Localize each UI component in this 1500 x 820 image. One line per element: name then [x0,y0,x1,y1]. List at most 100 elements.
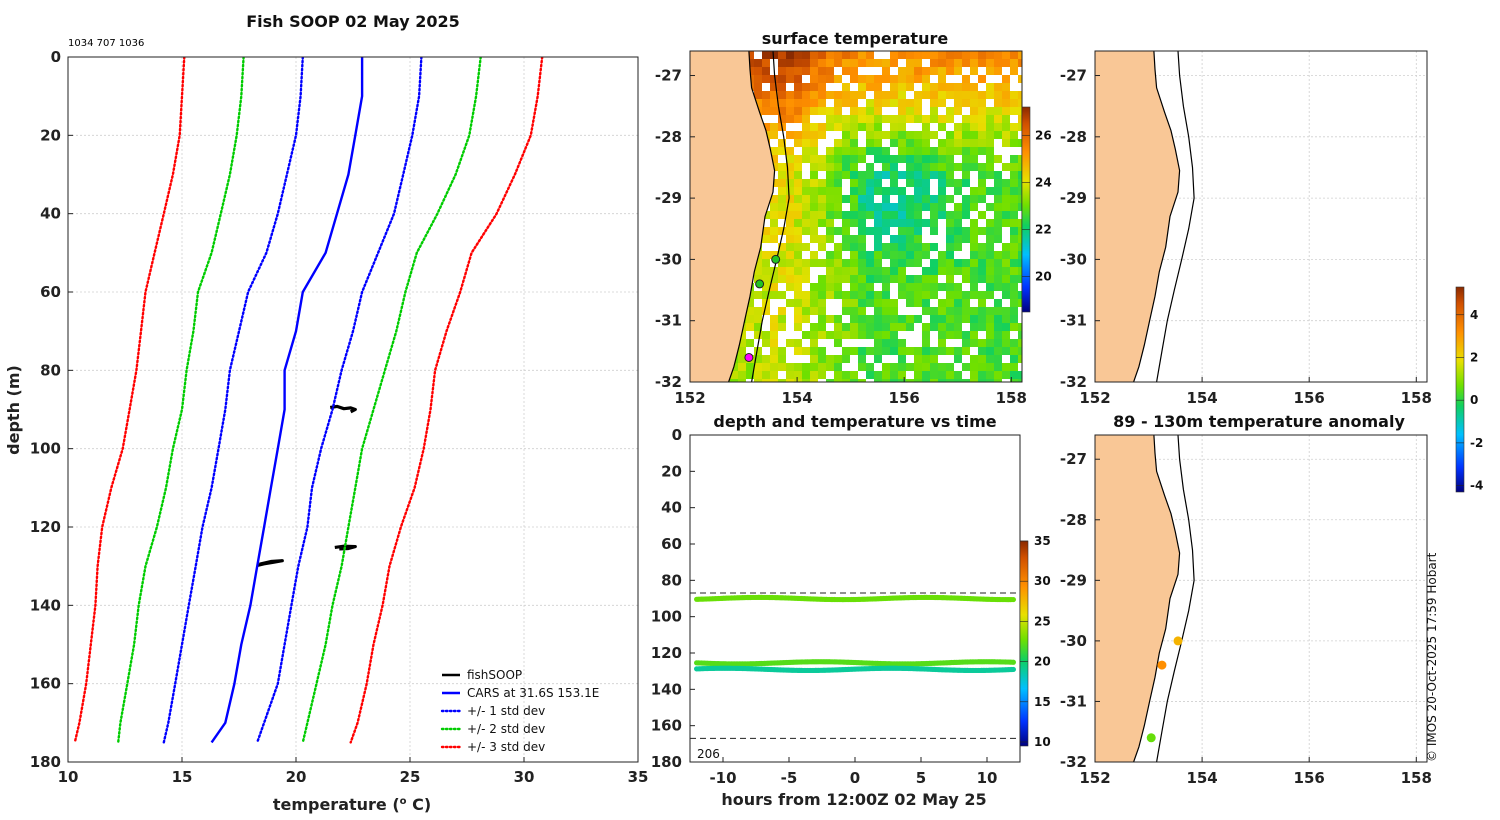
sst-cell [962,251,970,259]
sst-cell [898,243,906,251]
sst-cell [962,115,970,123]
sst-cell [802,179,810,187]
sst-cell [882,307,890,315]
sst-cell [826,139,834,147]
sst-cell [842,243,850,251]
sst-cell [850,355,858,363]
sst-cell [930,267,938,275]
sst-cell [890,139,898,147]
sst-cell [986,163,994,171]
sst-cell [834,91,842,99]
depth-time-colorbar-tick-label: 35 [1034,534,1051,548]
sst-cell [874,299,882,307]
sst-ytick-label: -32 [655,373,682,391]
sst-cell [874,235,882,243]
sst-cell [1010,243,1018,251]
sst-cell [1002,259,1010,267]
sst-cell [826,227,834,235]
sst-cell [1002,179,1010,187]
cars-line [210,57,364,744]
sst-cell [858,323,866,331]
sst-cell [778,211,786,219]
sst-cell [882,75,890,83]
sst-cell [794,51,802,59]
sst-cell [786,291,794,299]
sst-cell [770,363,778,371]
sst-cell [986,83,994,91]
sst-cell [906,331,914,339]
sst-cell [954,267,962,275]
sst-cell [874,163,882,171]
sst-cell [970,203,978,211]
sst-cell [866,139,874,147]
sst-cell [986,107,994,115]
sst-cell [906,235,914,243]
sst-cell [914,379,922,382]
sst-cell [986,51,994,59]
sst-cell [786,243,794,251]
sst-cell [1002,251,1010,259]
sst-cell [802,243,810,251]
sst-cell [1018,291,1022,299]
sst-cell [986,315,994,323]
sst-cell [858,347,866,355]
sst-cell [794,315,802,323]
sst-cell [874,187,882,195]
sst-cell [874,115,882,123]
sst-cell [754,347,762,355]
sst-cell [794,307,802,315]
sst-cell [994,259,1002,267]
sst-cell [770,275,778,283]
depth-time-xlabel: hours from 12:00Z 02 May 25 [721,790,986,809]
sst-cell [858,75,866,83]
profile-annotation: 1034 707 1036 [68,38,144,49]
sst-cell [954,243,962,251]
sst-cell [842,355,850,363]
sst-cell [842,251,850,259]
sst-cell [826,131,834,139]
sst-cell [834,131,842,139]
sst-cell [786,275,794,283]
depth-time-ytick-label: 140 [651,680,682,698]
sst-cell [826,51,834,59]
sst-cell [898,259,906,267]
sst-cell [978,91,986,99]
sst-cell [986,195,994,203]
anomaly-field [1095,435,1195,762]
sst-cell [770,195,778,203]
sst-cell [1018,91,1022,99]
anomaly-isobath [1156,435,1195,762]
sst-cell [914,363,922,371]
sst-cell [922,123,930,131]
sst-cell [882,227,890,235]
sst-cell [818,371,826,379]
sst-colorbar-tick-label: 26 [1035,128,1052,142]
sst-cell [922,91,930,99]
sst-cell [954,75,962,83]
sst-cell [954,251,962,259]
sst-cell [938,243,946,251]
sst-cell [810,83,818,91]
sst-coastline [728,51,776,382]
sst-cell [818,59,826,67]
sst-cell [946,235,954,243]
sst-cell [1010,115,1018,123]
depth-time-title: depth and temperature vs time [713,412,996,431]
sst-cell [978,203,986,211]
sst-cell [770,51,778,59]
sst-cell [802,91,810,99]
sst-cell [818,339,826,347]
sst-cell [738,347,746,355]
sst-cell [994,355,1002,363]
sst-cell [778,147,786,155]
sst-cell [1018,59,1022,67]
sst-cell [914,283,922,291]
sst-cell [850,107,858,115]
sst-cell [994,107,1002,115]
sst-cell [890,283,898,291]
sst-cell [946,131,954,139]
sst-cell [978,147,986,155]
sst-cell [986,211,994,219]
sst-cell [778,347,786,355]
